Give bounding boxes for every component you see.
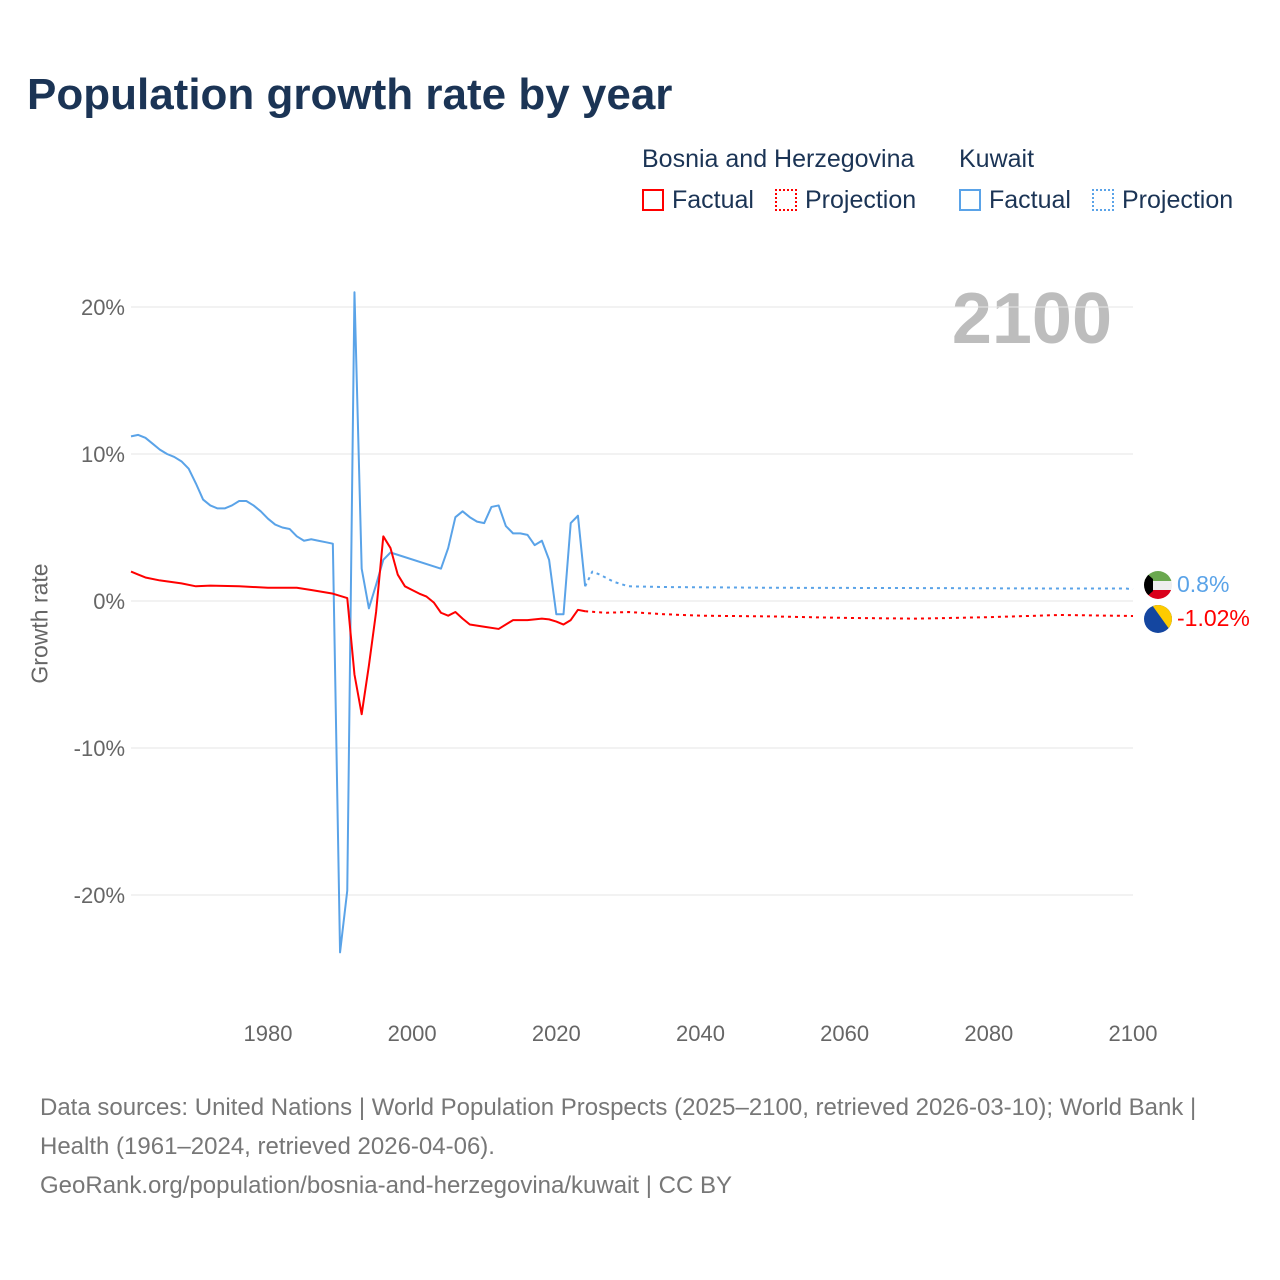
kuwait-flag-icon (1144, 571, 1172, 599)
y-tick-label: 0% (93, 589, 125, 614)
x-tick-label: 2060 (820, 1021, 869, 1046)
dotted-swatch-icon (1092, 189, 1114, 211)
legend-group-bosnia: Bosnia and Herzegovina (642, 145, 915, 173)
bosnia-flag-icon (1144, 605, 1172, 633)
legend-kuwait-projection[interactable]: Projection (1092, 186, 1233, 215)
legend-label: Projection (805, 186, 917, 214)
y-tick-label: 10% (81, 442, 125, 467)
dotted-swatch-icon (775, 189, 797, 211)
y-tick-label: -20% (74, 883, 125, 908)
y-tick-label: -10% (74, 736, 125, 761)
legend-bosnia-projection[interactable]: Projection (775, 186, 916, 215)
legend-label: Factual (672, 186, 754, 214)
legend-label: Factual (989, 186, 1071, 214)
x-tick-label: 2020 (532, 1021, 581, 1046)
solid-swatch-icon (642, 189, 664, 211)
solid-swatch-icon (959, 189, 981, 211)
data-sources: Data sources: United Nations | World Pop… (40, 1094, 1197, 1160)
x-tick-label: 2040 (676, 1021, 725, 1046)
legend-group-kuwait: Kuwait (959, 145, 1035, 173)
kuwait-projection-line (584, 570, 1134, 591)
source-link[interactable]: GeoRank.org/population/bosnia-and-herzeg… (40, 1172, 732, 1199)
bosnia-factual-line (130, 535, 586, 716)
legend-bosnia-factual[interactable]: Factual (642, 186, 754, 215)
bosnia-end-label: -1.02% (1177, 605, 1250, 631)
x-tick-label: 2000 (388, 1021, 437, 1046)
kuwait-end-label: 0.8% (1177, 571, 1229, 597)
year-badge: 2100 (951, 279, 1112, 359)
x-tick-label: 2100 (1109, 1021, 1158, 1046)
legend-kuwait-factual[interactable]: Factual (959, 186, 1071, 215)
chart-title: Population growth rate by year (27, 70, 673, 119)
legend-label: Projection (1122, 186, 1234, 214)
bosnia-projection-line (585, 610, 1134, 620)
x-tick-label: 2080 (964, 1021, 1013, 1046)
chart-area: 20% 10% 0% -10% -20% 1980 2000 2020 2040 2060 2080… (74, 291, 1250, 1046)
kuwait-factual-line (130, 291, 587, 954)
y-tick-label: 20% (81, 295, 125, 320)
x-tick-label: 1980 (243, 1021, 292, 1046)
footer: Data sources: United Nations | World Pop… (40, 1088, 1230, 1205)
